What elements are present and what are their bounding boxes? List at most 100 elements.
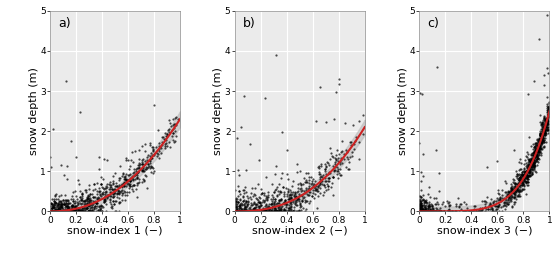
Point <box>241 209 250 214</box>
Point <box>481 202 490 206</box>
Point <box>428 209 437 214</box>
Point <box>139 169 148 173</box>
Point <box>74 208 83 213</box>
Point <box>89 199 98 203</box>
Point <box>543 112 552 117</box>
Point <box>533 154 542 158</box>
Point <box>142 186 151 191</box>
Point <box>85 209 94 214</box>
Point <box>514 181 523 185</box>
Point <box>252 203 261 208</box>
Point <box>428 209 437 214</box>
Point <box>501 196 509 201</box>
Point <box>238 209 247 214</box>
Point <box>291 199 300 203</box>
Point <box>416 209 425 214</box>
Point <box>109 192 118 196</box>
Point <box>321 167 330 171</box>
Point <box>511 186 519 191</box>
Point <box>536 138 544 142</box>
Point <box>257 209 266 214</box>
Point <box>512 182 521 186</box>
Point <box>306 187 315 191</box>
Point <box>297 188 306 192</box>
Point <box>260 200 269 204</box>
Point <box>543 105 552 109</box>
Point <box>59 209 68 214</box>
Point <box>311 186 320 190</box>
Point <box>98 186 107 190</box>
Point <box>109 194 118 199</box>
Point <box>516 177 524 181</box>
Point <box>123 181 132 185</box>
Point <box>537 123 546 127</box>
Point <box>82 198 90 202</box>
Point <box>230 209 239 214</box>
Point <box>528 151 537 155</box>
Point <box>419 203 428 208</box>
Point <box>48 127 57 131</box>
Point <box>67 194 76 199</box>
Point <box>539 128 548 132</box>
Point <box>77 209 86 214</box>
Point <box>80 209 89 214</box>
Point <box>280 198 289 202</box>
Point <box>62 209 70 214</box>
Point <box>535 113 544 117</box>
Point <box>292 209 301 214</box>
Point <box>435 208 444 212</box>
Point <box>530 158 539 162</box>
Point <box>236 206 245 210</box>
Point <box>49 209 58 214</box>
Point <box>239 199 248 204</box>
Point <box>77 191 86 196</box>
Point <box>130 183 139 187</box>
Point <box>124 190 133 195</box>
Point <box>97 182 105 186</box>
Point <box>415 209 424 214</box>
Point <box>346 155 355 159</box>
Point <box>544 128 553 132</box>
Point <box>75 195 84 199</box>
Point <box>128 183 137 188</box>
Point <box>74 182 83 186</box>
Point <box>423 209 432 214</box>
Point <box>58 209 67 214</box>
Point <box>60 209 69 213</box>
Point <box>543 119 552 123</box>
Point <box>533 152 542 157</box>
Point <box>418 207 427 212</box>
Point <box>244 200 253 204</box>
Point <box>543 114 552 118</box>
Point <box>518 177 527 182</box>
Point <box>241 209 250 214</box>
Point <box>234 209 243 214</box>
Point <box>74 207 83 211</box>
Point <box>528 163 537 167</box>
Point <box>415 208 424 213</box>
Point <box>533 137 542 142</box>
Point <box>427 209 436 214</box>
Point <box>90 199 99 203</box>
Point <box>74 209 83 214</box>
Point <box>73 209 82 214</box>
Point <box>540 117 549 121</box>
Point <box>311 187 320 191</box>
Point <box>415 206 424 211</box>
Point <box>435 209 443 214</box>
Point <box>470 203 478 208</box>
Point <box>536 133 544 137</box>
Point <box>77 208 85 213</box>
Point <box>94 189 103 193</box>
Point <box>487 196 496 201</box>
Point <box>234 208 243 212</box>
Point <box>97 203 105 207</box>
Point <box>60 209 69 214</box>
Point <box>531 155 540 159</box>
Point <box>250 201 259 205</box>
Point <box>540 124 549 128</box>
Point <box>241 205 250 209</box>
Point <box>261 198 270 203</box>
Point <box>105 180 114 184</box>
Point <box>95 204 104 208</box>
